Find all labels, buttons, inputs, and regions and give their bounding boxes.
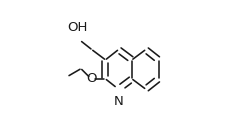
Text: OH: OH	[67, 21, 87, 34]
Text: O: O	[86, 72, 96, 85]
Text: N: N	[114, 95, 124, 108]
